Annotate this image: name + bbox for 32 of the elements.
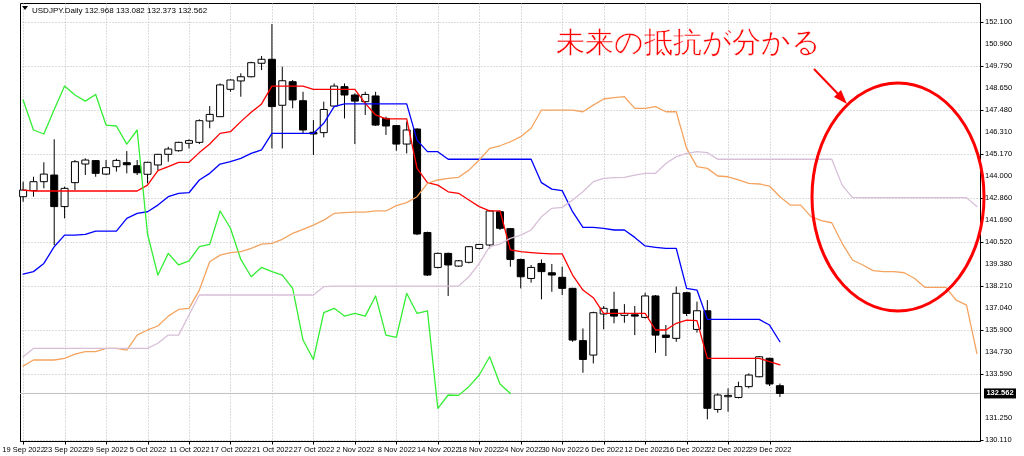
candlestick (547, 263, 556, 293)
candlestick (184, 138, 193, 149)
candlestick (122, 150, 131, 174)
candlestick (630, 305, 639, 336)
candlestick (70, 159, 79, 191)
candlestick (558, 266, 567, 296)
candlestick (402, 121, 411, 154)
line-series (22, 85, 512, 409)
line-series (22, 96, 978, 367)
candlestick (537, 258, 546, 300)
candlestick (39, 161, 48, 189)
candlestick (205, 105, 214, 129)
annotation: 未来の抵抗が分かる (555, 25, 821, 59)
candlestick (713, 392, 722, 414)
candlestick (682, 291, 691, 317)
line-series (22, 151, 978, 358)
candlestick (516, 258, 525, 289)
candlestick (60, 186, 69, 219)
candlestick (661, 324, 670, 357)
candlestick (319, 101, 328, 138)
candlestick (195, 118, 204, 145)
candlestick (102, 159, 111, 176)
candlestick (578, 327, 587, 374)
candlestick (340, 82, 349, 119)
candlestick (392, 124, 401, 152)
chart-title: USDJPY.Daily 132.968 133.082 132.373 132.562 (32, 6, 208, 15)
candlestick (29, 176, 38, 198)
candlestick (641, 292, 650, 319)
candlestick (350, 92, 359, 145)
candlestick (236, 72, 245, 98)
candlestick (133, 159, 142, 176)
candlestick (610, 291, 619, 324)
